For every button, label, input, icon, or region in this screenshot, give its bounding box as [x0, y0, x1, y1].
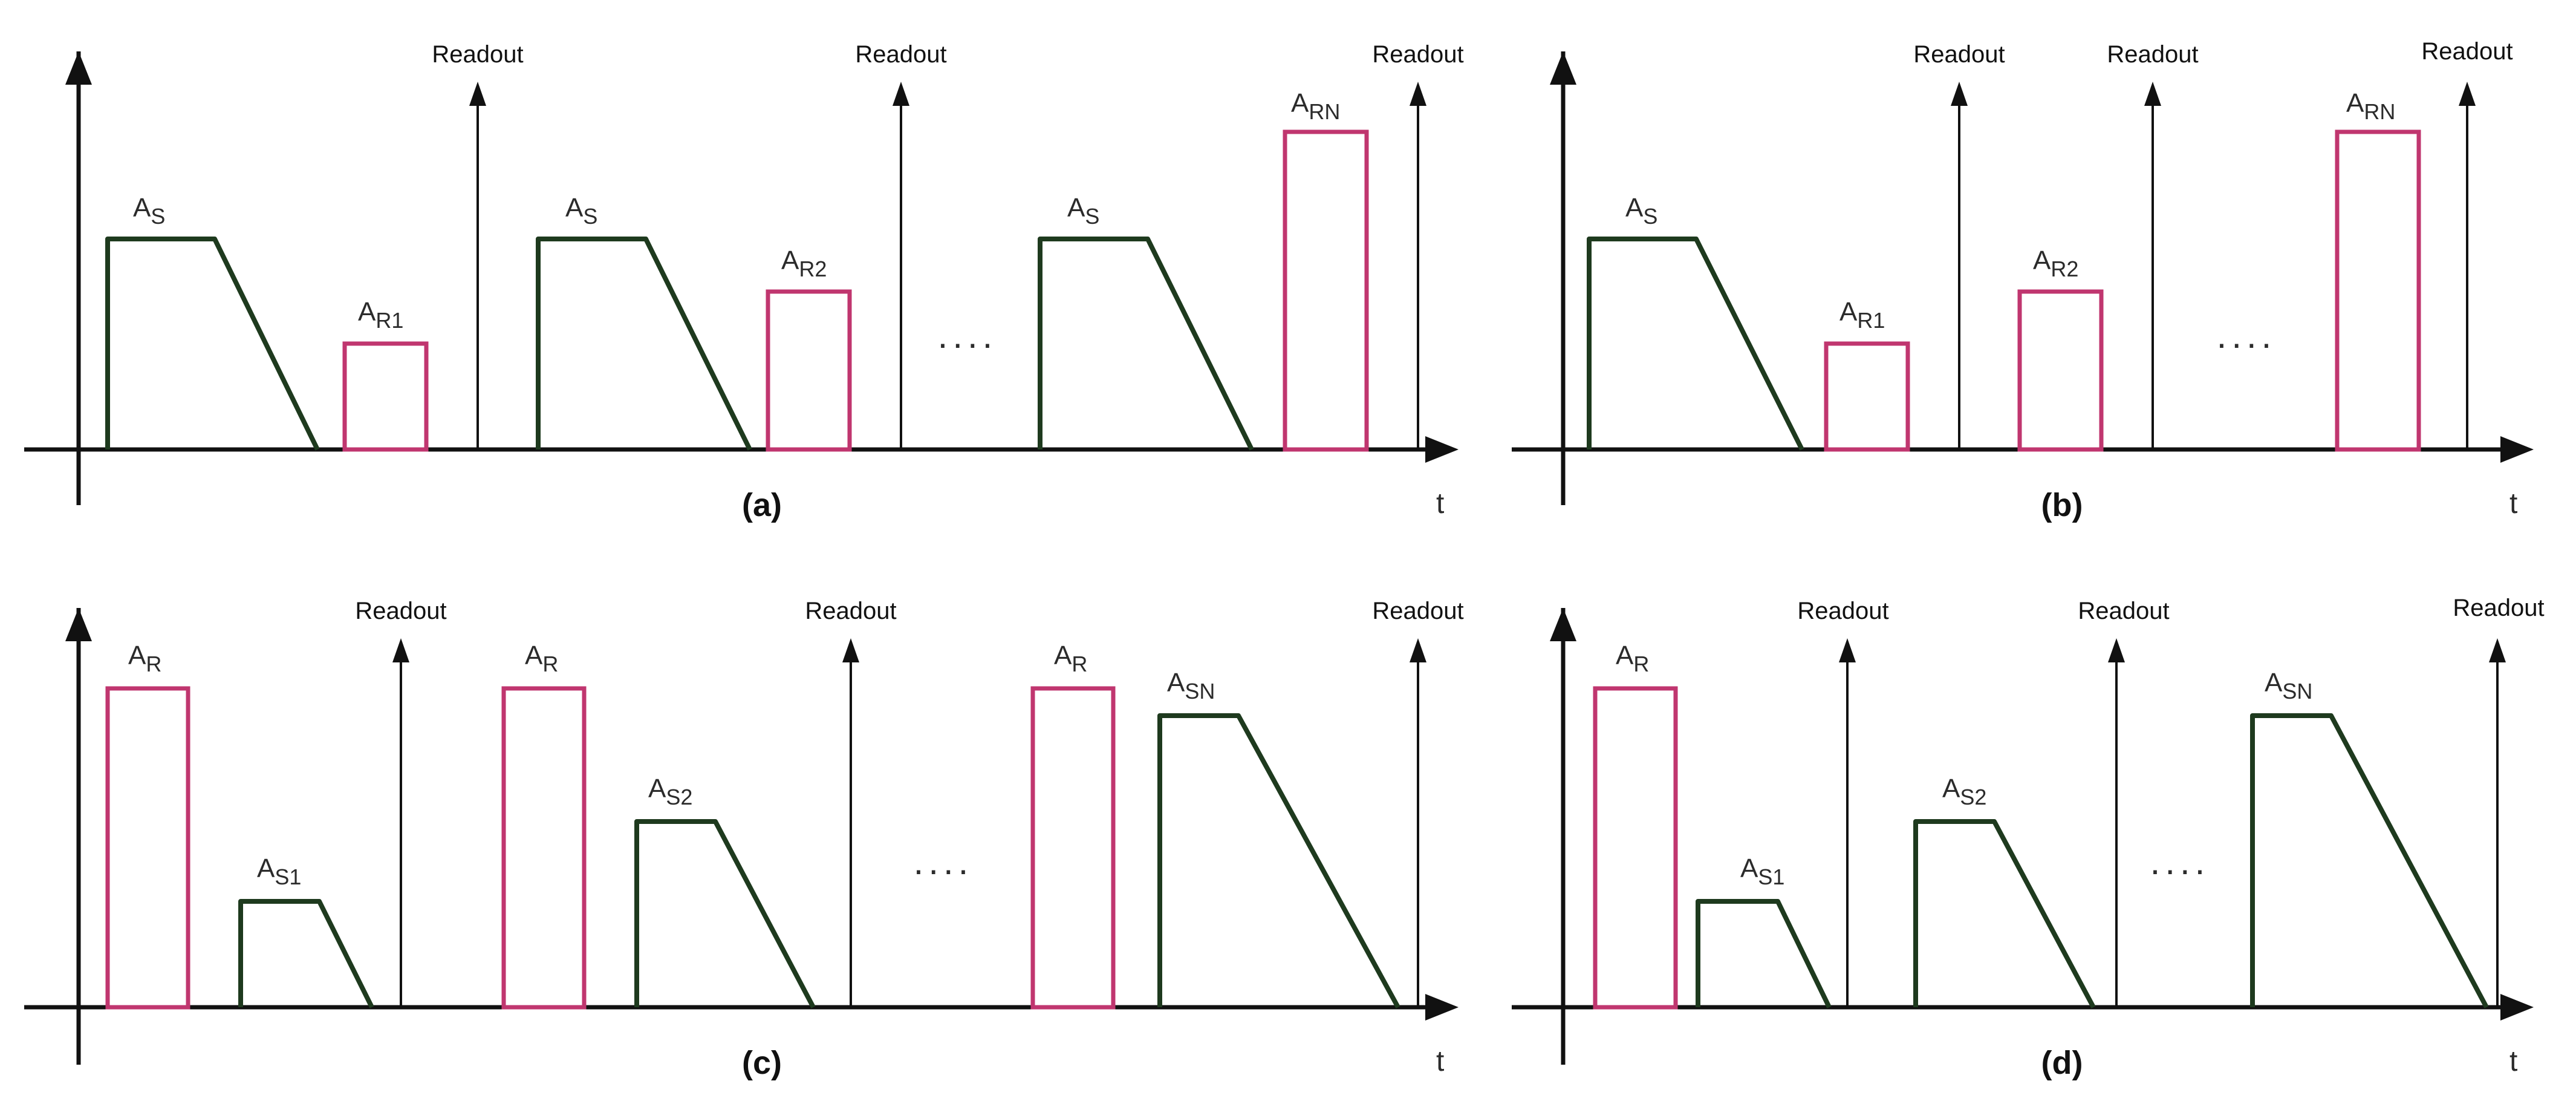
panel-b-signal-pulse-1 — [1587, 237, 1804, 451]
panel-b-pulse-label-3: AR2 — [2033, 246, 2078, 281]
panel-a-readout-1: Readout — [432, 41, 524, 449]
panel-a-time-label: t — [1436, 488, 1444, 520]
panel-c-readout-label-3: Readout — [1372, 598, 1463, 624]
panel-c-ellipsis: .... — [914, 841, 974, 882]
panel-d-readout-2: Readout — [2078, 598, 2170, 1007]
panel-b-time-label: t — [2509, 488, 2517, 520]
panel-c-readout-3: Readout — [1372, 598, 1464, 1007]
panel-d-time-label: t — [2509, 1045, 2517, 1077]
panel-b-readout-1: Readout — [1913, 41, 2005, 449]
panel-a-ellipsis: .... — [938, 315, 998, 356]
panel-d-caption: (d) — [2041, 1045, 2083, 1081]
panel-c-readout-label-2: Readout — [805, 598, 896, 624]
panel-d-pulse-label-3: AS2 — [1942, 774, 1986, 809]
panel-c-time-axis-arrow — [1425, 994, 1459, 1021]
panel-b-pulse-label-4: ARN — [2346, 88, 2395, 124]
panel-b: t (b) Readout Readout Readout AS AR1 AR2… — [1512, 38, 2534, 523]
panel-c-signal-pulse-3 — [1157, 713, 1400, 1008]
panel-d-readout-label-2: Readout — [2078, 598, 2169, 624]
panel-c-time-label: t — [1436, 1045, 1444, 1077]
panel-d-y-axis-arrow — [1550, 608, 1576, 641]
panel-d: t (d) Readout Readout Readout AR AS1 AS2… — [1512, 595, 2545, 1081]
panel-a-reference-pulse-3 — [1283, 129, 1369, 452]
panel-c-caption: (c) — [742, 1045, 782, 1081]
panel-a-caption: (a) — [742, 487, 782, 523]
panel-d-readout-label-3: Readout — [2453, 595, 2544, 621]
panel-b-time-axis-arrow — [2500, 436, 2534, 463]
panel-c-pulse-label-4: AS2 — [648, 774, 692, 809]
panel-a-readout-label-3: Readout — [1372, 41, 1463, 68]
panel-a-pulse-label-2: AR1 — [358, 297, 403, 333]
panel-a-pulse-label-6: ARN — [1291, 88, 1340, 124]
panel-c-reference-pulse-3 — [1030, 686, 1116, 1010]
panel-b-reference-pulse-1 — [1824, 341, 1910, 452]
panel-a-pulse-label-3: AS — [565, 193, 597, 229]
panel-c-readout-2: Readout — [805, 598, 897, 1007]
panel-d-readout-1: Readout — [1797, 598, 1889, 1007]
panel-c-readout-1: Readout — [355, 598, 447, 1007]
panel-a: t (a) Readout Readout Readout AS AR1 AS … — [24, 41, 1464, 523]
panel-c-signal-pulse-2 — [634, 819, 816, 1008]
panel-d-reference-pulse-1 — [1593, 686, 1678, 1010]
panel-c-signal-pulse-1 — [238, 899, 374, 1008]
panel-a-y-axis-arrow — [65, 51, 92, 85]
panel-b-readout-label-3: Readout — [2421, 38, 2513, 65]
panel-d-pulse-label-4: ASN — [2265, 668, 2312, 704]
panel-d-readout-label-1: Readout — [1797, 598, 1888, 624]
panel-a-time-axis-arrow — [1425, 436, 1459, 463]
panel-b-reference-pulse-2 — [2017, 289, 2104, 452]
panel-d-signal-pulse-2 — [1913, 819, 2096, 1008]
panel-a-pulse-label-4: AR2 — [781, 246, 827, 281]
panel-c-readout-label-1: Readout — [355, 598, 446, 624]
panel-a-readout-label-1: Readout — [432, 41, 523, 68]
panel-c-reference-pulse-2 — [501, 686, 587, 1010]
panel-c-pulse-label-2: AS1 — [257, 854, 301, 889]
panel-c-pulse-label-5: AR — [1054, 641, 1087, 676]
panel-a-reference-pulse-2 — [766, 289, 852, 452]
panel-d-time-axis-arrow — [2500, 994, 2534, 1021]
panel-a-signal-pulse-2 — [536, 237, 752, 451]
panel-a-readout-2: Readout — [855, 41, 947, 449]
panel-a-readout-label-2: Readout — [855, 41, 946, 68]
panel-b-readout-2: Readout — [2107, 41, 2199, 449]
panel-b-pulse-label-1: AS — [1625, 193, 1657, 229]
panel-c-reference-pulse-1 — [105, 686, 190, 1010]
panel-d-signal-pulse-3 — [2250, 713, 2489, 1008]
panel-b-pulse-label-2: AR1 — [1839, 297, 1885, 333]
panel-a-signal-pulse-3 — [1038, 237, 1254, 451]
panel-a-pulse-label-1: AS — [133, 193, 165, 229]
panel-b-readout-label-1: Readout — [1913, 41, 2005, 68]
panel-d-signal-pulse-1 — [1696, 899, 1832, 1008]
panel-c-y-axis-arrow — [65, 608, 92, 641]
panel-a-pulse-label-5: AS — [1067, 193, 1099, 229]
panel-d-pulse-label-1: AR — [1616, 641, 1649, 676]
panel-c-pulse-label-1: AR — [128, 641, 161, 676]
panel-d-pulse-label-2: AS1 — [1740, 854, 1784, 889]
panel-b-readout-label-2: Readout — [2107, 41, 2198, 68]
panel-a-readout-3: Readout — [1372, 41, 1464, 449]
panel-c-pulse-label-6: ASN — [1167, 668, 1215, 704]
panel-b-readout-3: Readout — [2421, 38, 2513, 449]
panel-c: t (c) Readout Readout Readout AR AS1 AR … — [24, 598, 1464, 1081]
panel-b-reference-pulse-3 — [2335, 129, 2421, 452]
panel-b-caption: (b) — [2041, 487, 2083, 523]
panel-d-ellipsis: .... — [2150, 841, 2210, 882]
panel-b-ellipsis: .... — [2217, 315, 2277, 356]
panel-a-signal-pulse-1 — [105, 237, 320, 451]
panel-c-pulse-label-3: AR — [525, 641, 558, 676]
panel-a-reference-pulse-1 — [342, 341, 429, 452]
panel-b-y-axis-arrow — [1550, 51, 1576, 85]
panel-d-readout-3: Readout — [2453, 595, 2545, 1007]
